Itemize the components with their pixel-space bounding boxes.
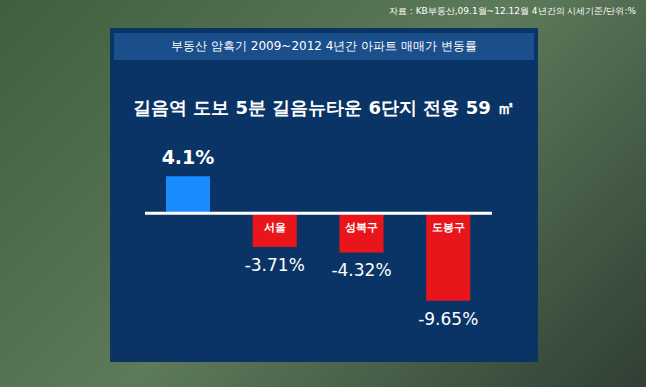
svg-text:-9.65%: -9.65% xyxy=(418,309,478,329)
svg-text:도봉구: 도봉구 xyxy=(432,221,465,234)
svg-text:-4.32%: -4.32% xyxy=(331,260,391,280)
svg-text:4.1%: 4.1% xyxy=(162,146,215,168)
svg-text:-3.71%: -3.71% xyxy=(245,255,305,275)
svg-text:서울: 서울 xyxy=(264,221,286,234)
svg-text:성북구: 성북구 xyxy=(345,221,378,234)
html-text:부동산 암흑기 2009~2012 4년간 아파트 매매가: 부동산 암흑기 2009~2012 4년간 아파트 매매가 변동률 xyxy=(171,39,477,53)
html-text:길음역 도보 5분 길음뉴타운 6단지 전용 59 ㎡: 길음역 도보 5분 길음뉴타운 6단지 전용 59 ㎡ xyxy=(133,97,515,118)
html-text:자료 : KB부동산,09.1월~12.12월 4년간의 시: 자료 : KB부동산,09.1월~12.12월 4년간의 시세기준/단위:% xyxy=(388,6,636,16)
